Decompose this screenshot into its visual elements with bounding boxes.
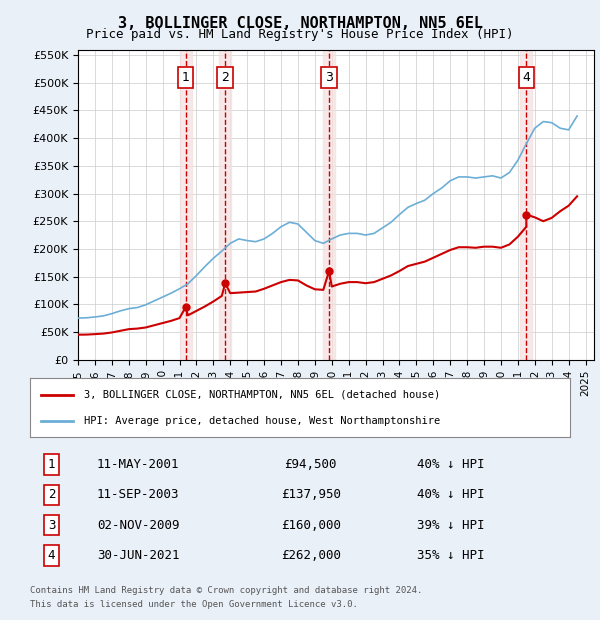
Text: 2: 2	[221, 71, 229, 84]
Text: 40% ↓ HPI: 40% ↓ HPI	[418, 489, 485, 502]
Text: 3: 3	[48, 518, 55, 531]
Text: 3, BOLLINGER CLOSE, NORTHAMPTON, NN5 6EL: 3, BOLLINGER CLOSE, NORTHAMPTON, NN5 6EL	[118, 16, 482, 30]
Bar	[179, 50, 191, 360]
Text: 1: 1	[182, 71, 190, 84]
Bar	[520, 50, 532, 360]
Text: Price paid vs. HM Land Registry's House Price Index (HPI): Price paid vs. HM Land Registry's House …	[86, 28, 514, 41]
Text: 11-MAY-2001: 11-MAY-2001	[97, 458, 179, 471]
Text: HPI: Average price, detached house, West Northamptonshire: HPI: Average price, detached house, West…	[84, 415, 440, 425]
Text: Contains HM Land Registry data © Crown copyright and database right 2024.: Contains HM Land Registry data © Crown c…	[30, 586, 422, 595]
Text: £137,950: £137,950	[281, 489, 341, 502]
Text: £262,000: £262,000	[281, 549, 341, 562]
Text: 3, BOLLINGER CLOSE, NORTHAMPTON, NN5 6EL (detached house): 3, BOLLINGER CLOSE, NORTHAMPTON, NN5 6EL…	[84, 390, 440, 400]
Bar	[323, 50, 335, 360]
Text: 30-JUN-2021: 30-JUN-2021	[97, 549, 179, 562]
Text: This data is licensed under the Open Government Licence v3.0.: This data is licensed under the Open Gov…	[30, 600, 358, 609]
Text: £160,000: £160,000	[281, 518, 341, 531]
Text: 4: 4	[48, 549, 55, 562]
Text: £94,500: £94,500	[284, 458, 337, 471]
Text: 35% ↓ HPI: 35% ↓ HPI	[418, 549, 485, 562]
Text: 3: 3	[325, 71, 333, 84]
Bar	[219, 50, 231, 360]
Text: 39% ↓ HPI: 39% ↓ HPI	[418, 518, 485, 531]
Text: 2: 2	[48, 489, 55, 502]
Text: 02-NOV-2009: 02-NOV-2009	[97, 518, 179, 531]
Text: 4: 4	[523, 71, 530, 84]
Text: 40% ↓ HPI: 40% ↓ HPI	[418, 458, 485, 471]
Text: 1: 1	[48, 458, 55, 471]
Text: 11-SEP-2003: 11-SEP-2003	[97, 489, 179, 502]
